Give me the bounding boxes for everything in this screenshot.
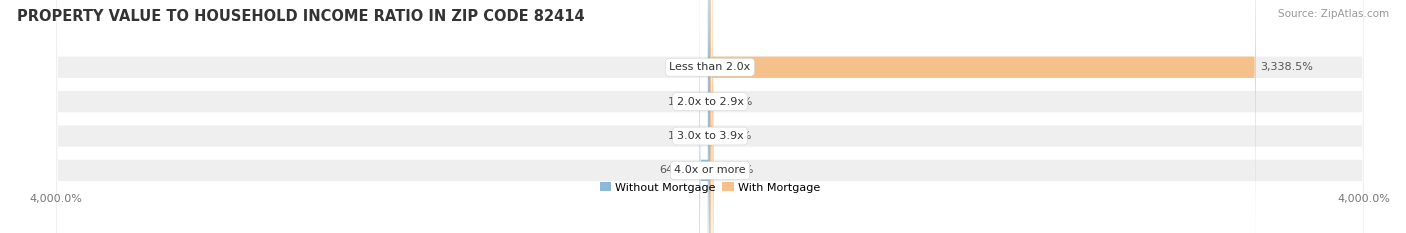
Text: 11.8%: 11.8% xyxy=(668,62,703,72)
Text: 64.0%: 64.0% xyxy=(659,165,695,175)
Text: 3,338.5%: 3,338.5% xyxy=(1261,62,1313,72)
Text: 10.3%: 10.3% xyxy=(668,97,703,107)
FancyBboxPatch shape xyxy=(710,0,1256,233)
Text: 12.6%: 12.6% xyxy=(717,131,752,141)
Text: Source: ZipAtlas.com: Source: ZipAtlas.com xyxy=(1278,9,1389,19)
FancyBboxPatch shape xyxy=(56,0,1364,233)
FancyBboxPatch shape xyxy=(710,0,713,233)
FancyBboxPatch shape xyxy=(56,0,1364,233)
Text: 13.5%: 13.5% xyxy=(668,131,703,141)
FancyBboxPatch shape xyxy=(710,0,713,233)
FancyBboxPatch shape xyxy=(710,0,711,233)
Text: 3.0x to 3.9x: 3.0x to 3.9x xyxy=(676,131,744,141)
Text: 17.6%: 17.6% xyxy=(718,97,754,107)
Text: PROPERTY VALUE TO HOUSEHOLD INCOME RATIO IN ZIP CODE 82414: PROPERTY VALUE TO HOUSEHOLD INCOME RATIO… xyxy=(17,9,585,24)
FancyBboxPatch shape xyxy=(709,0,710,233)
Text: 4.0x or more: 4.0x or more xyxy=(675,165,745,175)
FancyBboxPatch shape xyxy=(56,0,1364,233)
FancyBboxPatch shape xyxy=(56,0,1364,233)
Text: Less than 2.0x: Less than 2.0x xyxy=(669,62,751,72)
FancyBboxPatch shape xyxy=(707,0,710,233)
Text: 2.0x to 2.9x: 2.0x to 2.9x xyxy=(676,97,744,107)
Text: 21.5%: 21.5% xyxy=(718,165,754,175)
Legend: Without Mortgage, With Mortgage: Without Mortgage, With Mortgage xyxy=(595,178,825,197)
FancyBboxPatch shape xyxy=(700,0,710,233)
FancyBboxPatch shape xyxy=(709,0,710,233)
